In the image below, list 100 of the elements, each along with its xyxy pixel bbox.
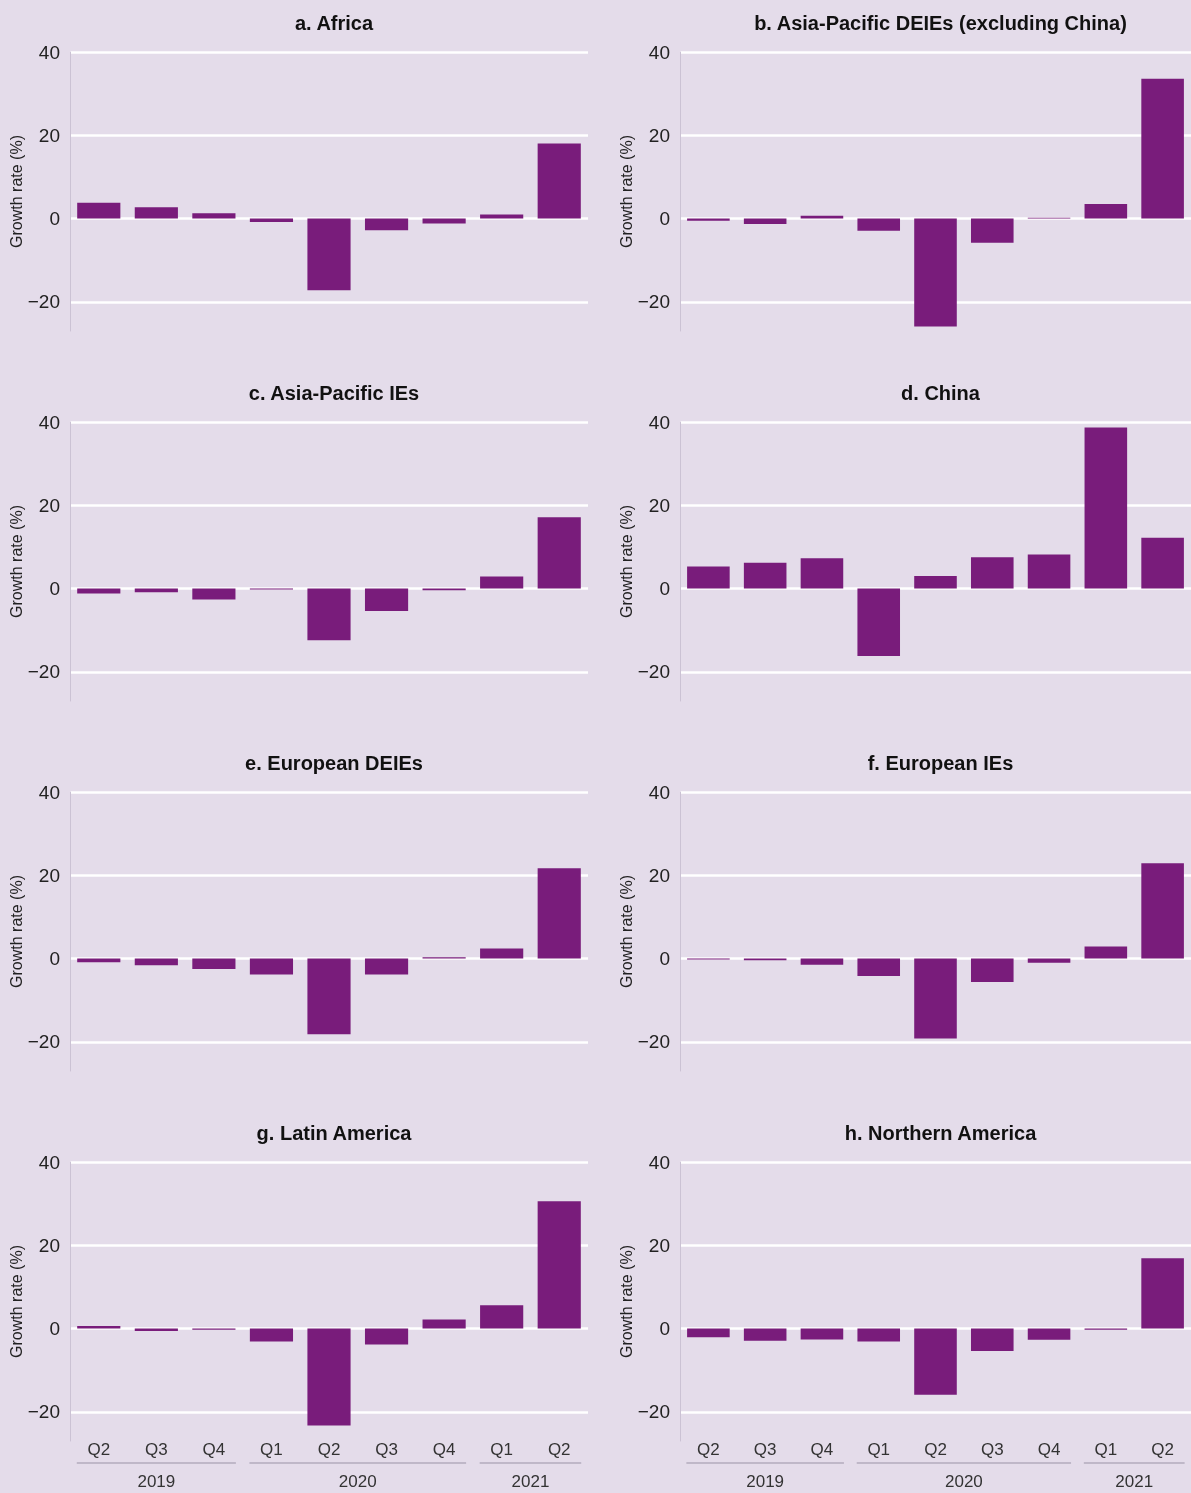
x-tick-label: Q1 — [490, 1440, 514, 1459]
x-tick-label: Q3 — [980, 1440, 1004, 1459]
y-tick-label: 40 — [38, 781, 60, 803]
bar — [857, 958, 901, 977]
bar — [307, 958, 351, 1035]
bar — [480, 1305, 524, 1329]
y-tick-label: 20 — [38, 1234, 60, 1256]
bar — [970, 218, 1014, 243]
bar — [192, 213, 236, 219]
y-tick-label: −20 — [637, 291, 670, 313]
y-tick-label: 40 — [648, 41, 670, 63]
bar — [537, 143, 581, 219]
bar — [800, 558, 844, 589]
bar — [857, 218, 901, 231]
y-tick-label: −20 — [27, 1401, 60, 1423]
x-tick-label: Q3 — [144, 1440, 168, 1459]
bar — [1084, 946, 1128, 959]
bar — [249, 218, 294, 222]
y-axis-title: Growth rate (%) — [617, 505, 635, 618]
x-tick-label: Q1 — [1094, 1440, 1118, 1459]
bar — [364, 218, 409, 231]
text: 2019 — [746, 1472, 785, 1491]
bar — [249, 1328, 294, 1342]
x-tick-label: Q2 — [317, 1440, 341, 1459]
chart-title: f. European IEs — [867, 752, 1014, 774]
bar — [914, 958, 957, 1039]
x-tick-label: Q3 — [375, 1440, 398, 1459]
y-tick-label: 40 — [38, 1151, 60, 1173]
text: 2021 — [1115, 1472, 1154, 1491]
bar — [364, 588, 409, 612]
bar — [970, 557, 1014, 589]
y-axis-title: Growth rate (%) — [617, 875, 635, 988]
x-tick-label: Q1 — [260, 1440, 283, 1459]
chart-title: a. Africa — [294, 12, 374, 34]
bar — [687, 566, 730, 589]
bar — [1084, 427, 1128, 589]
y-tick-label: 0 — [49, 578, 60, 600]
chart-title: d. China — [901, 382, 981, 404]
chart-title: e. European DEIEs — [245, 752, 423, 774]
y-axis-title: Growth rate (%) — [7, 505, 25, 618]
y-tick-label: 20 — [38, 124, 60, 146]
y-tick-label: 20 — [648, 494, 670, 516]
y-tick-label: 0 — [49, 948, 60, 970]
bar — [970, 958, 1014, 982]
bar — [1141, 537, 1184, 589]
y-tick-label: 40 — [38, 411, 60, 433]
y-tick-label: −20 — [637, 1031, 670, 1053]
y-tick-label: 40 — [648, 1151, 670, 1173]
bar — [800, 215, 844, 219]
y-tick-label: 0 — [49, 1318, 60, 1340]
y-axis-title: Growth rate (%) — [7, 1245, 25, 1358]
bar — [307, 218, 351, 291]
x-tick-label: Q2 — [924, 1440, 947, 1459]
x-tick-label: Q3 — [753, 1440, 777, 1459]
y-tick-label: −20 — [637, 661, 670, 683]
y-axis-title: Growth rate (%) — [7, 135, 25, 248]
y-tick-label: 20 — [648, 864, 670, 886]
y-tick-label: 40 — [648, 781, 670, 803]
y-tick-label: 40 — [38, 41, 60, 63]
text: 2020 — [944, 1472, 983, 1491]
bar — [537, 1201, 581, 1329]
x-tick-label: Q2 — [697, 1440, 720, 1459]
y-tick-label: 20 — [648, 1234, 670, 1256]
bar — [743, 562, 787, 589]
bar — [364, 1328, 409, 1345]
bar — [537, 868, 581, 959]
y-axis-title: Growth rate (%) — [7, 875, 25, 988]
bar — [192, 958, 236, 969]
x-tick-label: Q1 — [867, 1440, 891, 1459]
bar — [1027, 958, 1071, 963]
bar — [77, 202, 121, 219]
text: 2021 — [511, 1472, 550, 1491]
bar — [1084, 203, 1128, 219]
x-tick-label: Q2 — [87, 1440, 111, 1459]
y-axis-title: Growth rate (%) — [617, 1245, 635, 1358]
x-tick-label: Q4 — [810, 1440, 834, 1459]
y-tick-label: −20 — [637, 1401, 670, 1423]
bar — [249, 958, 294, 975]
chart-title: g. Latin America — [256, 1122, 413, 1144]
bar — [77, 588, 121, 594]
y-tick-label: 40 — [648, 411, 670, 433]
y-tick-label: 0 — [49, 208, 60, 230]
bar — [134, 958, 178, 966]
bar — [134, 207, 178, 219]
y-tick-label: 20 — [38, 494, 60, 516]
bar — [1027, 554, 1071, 589]
chart-title: h. Northern America — [844, 1122, 1038, 1144]
bar — [192, 588, 236, 600]
bar — [307, 1328, 351, 1426]
x-tick-label: Q4 — [1037, 1440, 1061, 1459]
y-tick-label: 0 — [659, 948, 670, 970]
text: 2020 — [338, 1472, 377, 1491]
y-tick-label: 0 — [659, 578, 670, 600]
x-tick-label: Q4 — [432, 1440, 456, 1459]
bar — [914, 218, 957, 327]
bar — [1141, 863, 1184, 959]
y-axis-title: Growth rate (%) — [617, 135, 635, 248]
bar — [537, 517, 581, 589]
bar — [480, 576, 524, 589]
bar — [307, 588, 351, 641]
